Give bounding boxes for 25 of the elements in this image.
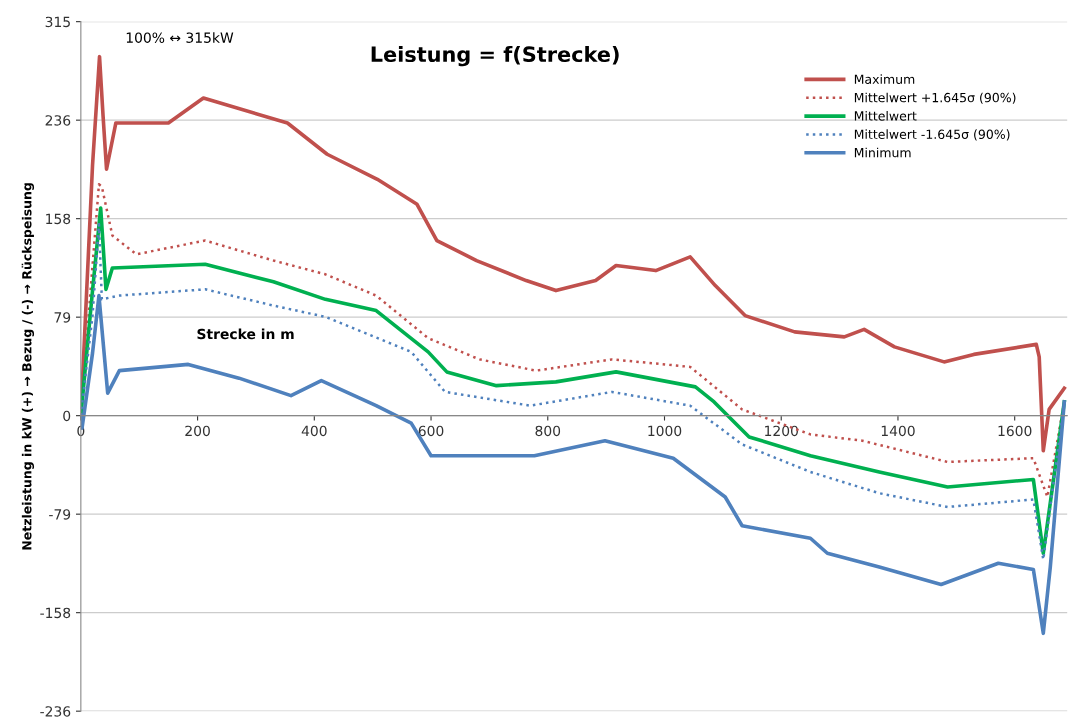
x-tick-label: 1000	[648, 425, 682, 437]
y-tick-label: -236	[40, 706, 71, 717]
y-axis-title: Netzleistung in kW (+) → Bezug / (-) → Rückspeisung	[21, 183, 35, 550]
legend-label: Mittelwert -1.645σ (90%)	[854, 129, 1010, 141]
legend-label: Minimum	[854, 147, 911, 158]
legend-label: Maximum	[854, 74, 915, 84]
x-tick-label: 1600	[998, 425, 1032, 437]
y-tick-label: 158	[46, 213, 71, 225]
y-tick-label: 315	[45, 16, 70, 28]
x-tick-label: 1400	[881, 425, 915, 437]
y-tick-label: -79	[49, 509, 71, 520]
x-axis-title: Strecke in m	[197, 328, 294, 340]
annotation: 100% ↔ 315kW	[126, 32, 234, 43]
y-tick-label: 79	[54, 312, 71, 323]
x-tick-label: 600	[418, 425, 444, 437]
x-tick-label: 800	[535, 425, 561, 437]
legend-label: Mittelwert +1.645σ (90%)	[854, 92, 1016, 104]
y-tick-label: 236	[45, 115, 71, 126]
text: Leistung = f(Strecke)	[371, 45, 619, 67]
x-tick-label: 200	[185, 425, 210, 437]
y-tick-label: 0	[63, 410, 71, 422]
x-tick-label: 400	[301, 425, 327, 437]
x-tick-label: 1200	[765, 425, 798, 437]
y-tick-label: -158	[40, 607, 71, 619]
legend-label: Mittelwert	[854, 110, 917, 121]
